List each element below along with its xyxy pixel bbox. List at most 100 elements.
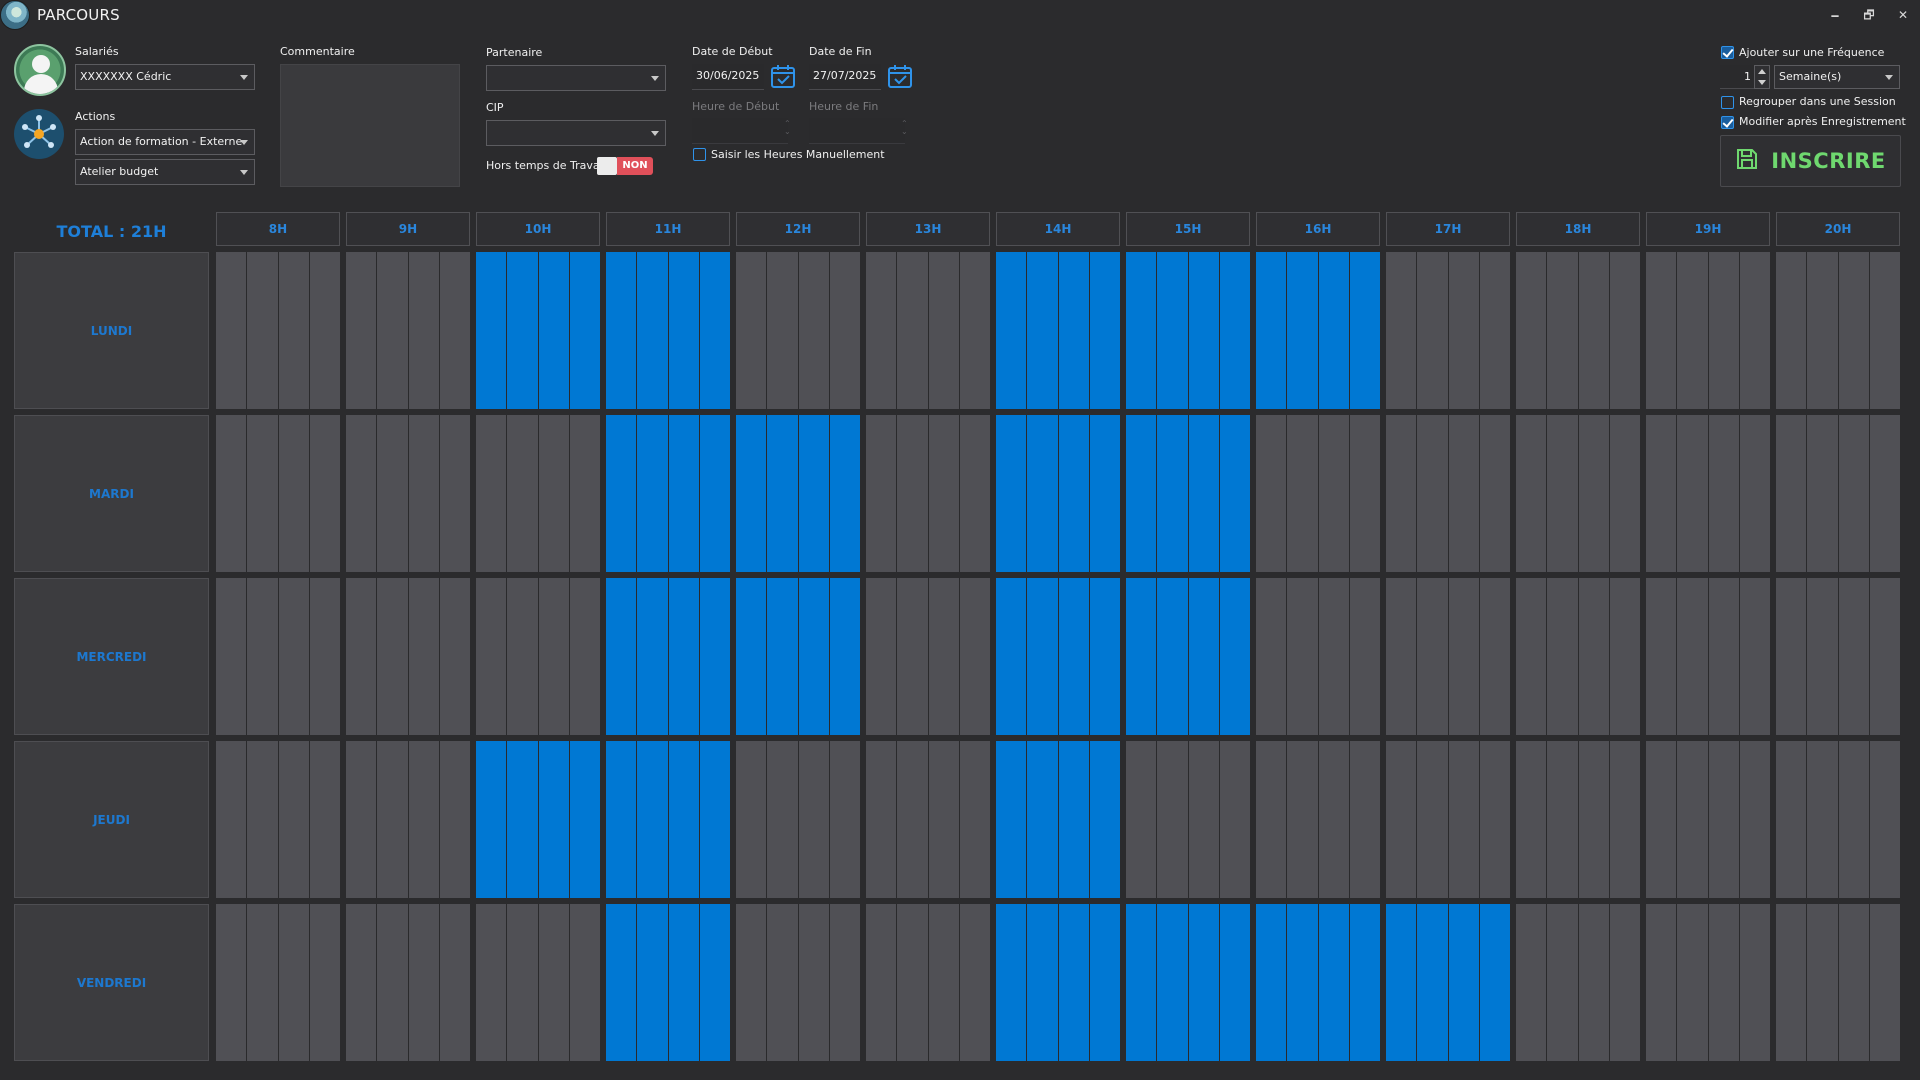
time-slot[interactable] <box>1058 578 1089 735</box>
restore-button[interactable]: 🗗 <box>1863 8 1875 22</box>
time-slot[interactable] <box>1256 578 1287 735</box>
time-slot[interactable] <box>1287 252 1318 409</box>
time-slot[interactable] <box>1869 904 1900 1061</box>
time-slot[interactable] <box>1058 904 1089 1061</box>
time-slot[interactable] <box>476 741 507 898</box>
time-slot[interactable] <box>1089 415 1120 572</box>
commentaire-textarea[interactable] <box>280 64 460 187</box>
time-slot[interactable] <box>1417 904 1448 1061</box>
time-slot[interactable] <box>247 904 278 1061</box>
time-slot[interactable] <box>1776 741 1807 898</box>
time-slot[interactable] <box>1219 415 1250 572</box>
time-slot[interactable] <box>1708 741 1739 898</box>
time-slot[interactable] <box>959 741 990 898</box>
time-slot[interactable] <box>408 252 439 409</box>
time-slot[interactable] <box>767 252 798 409</box>
time-slot[interactable] <box>1739 415 1770 572</box>
time-slot[interactable] <box>408 415 439 572</box>
time-slot[interactable] <box>767 578 798 735</box>
time-slot[interactable] <box>1126 415 1157 572</box>
time-slot[interactable] <box>829 252 860 409</box>
time-slot[interactable] <box>1349 741 1380 898</box>
time-slot[interactable] <box>1058 252 1089 409</box>
time-slot[interactable] <box>1869 252 1900 409</box>
time-slot[interactable] <box>216 415 247 572</box>
frequence-unit-select[interactable]: Semaine(s) <box>1774 65 1900 89</box>
time-slot[interactable] <box>668 252 699 409</box>
time-slot[interactable] <box>928 252 959 409</box>
time-slot[interactable] <box>346 741 377 898</box>
time-slot[interactable] <box>1869 578 1900 735</box>
time-slot[interactable] <box>1776 904 1807 1061</box>
time-slot[interactable] <box>1157 904 1188 1061</box>
time-slot[interactable] <box>1417 578 1448 735</box>
time-slot[interactable] <box>476 904 507 1061</box>
cip-select[interactable] <box>486 120 666 146</box>
time-slot[interactable] <box>1479 415 1510 572</box>
time-slot[interactable] <box>1838 252 1869 409</box>
time-slot[interactable] <box>1516 904 1547 1061</box>
time-slot[interactable] <box>928 578 959 735</box>
time-slot[interactable] <box>476 252 507 409</box>
time-slot[interactable] <box>1219 904 1250 1061</box>
time-slot[interactable] <box>538 252 569 409</box>
time-slot[interactable] <box>1448 252 1479 409</box>
time-slot[interactable] <box>897 578 928 735</box>
time-slot[interactable] <box>1807 741 1838 898</box>
time-slot[interactable] <box>829 904 860 1061</box>
time-slot[interactable] <box>309 578 340 735</box>
time-slot[interactable] <box>1609 578 1640 735</box>
time-slot[interactable] <box>1479 741 1510 898</box>
time-slot[interactable] <box>507 741 538 898</box>
time-slot[interactable] <box>996 578 1027 735</box>
time-slot[interactable] <box>247 252 278 409</box>
inscrire-button[interactable]: INSCRIRE <box>1720 135 1901 187</box>
time-slot[interactable] <box>928 415 959 572</box>
time-slot[interactable] <box>1417 741 1448 898</box>
time-slot[interactable] <box>637 904 668 1061</box>
time-slot[interactable] <box>1739 252 1770 409</box>
time-slot[interactable] <box>699 252 730 409</box>
frequence-count-spinner[interactable] <box>1754 65 1770 89</box>
date-fin-input[interactable]: 27/07/2025 <box>809 64 881 90</box>
time-slot[interactable] <box>216 741 247 898</box>
time-slot[interactable] <box>377 252 408 409</box>
time-slot[interactable] <box>1349 415 1380 572</box>
time-slot[interactable] <box>668 904 699 1061</box>
time-slot[interactable] <box>1807 904 1838 1061</box>
time-slot[interactable] <box>247 415 278 572</box>
time-slot[interactable] <box>377 904 408 1061</box>
frequence-checkbox[interactable] <box>1721 46 1734 59</box>
time-slot[interactable] <box>1349 252 1380 409</box>
time-slot[interactable] <box>606 578 637 735</box>
time-slot[interactable] <box>278 741 309 898</box>
time-slot[interactable] <box>1318 904 1349 1061</box>
partenaire-select[interactable] <box>486 65 666 91</box>
time-slot[interactable] <box>538 578 569 735</box>
time-slot[interactable] <box>1609 904 1640 1061</box>
time-slot[interactable] <box>699 578 730 735</box>
time-slot[interactable] <box>1386 252 1417 409</box>
atelier-select[interactable]: Atelier budget <box>75 159 255 185</box>
date-debut-input[interactable]: 30/06/2025 <box>692 64 764 90</box>
time-slot[interactable] <box>216 252 247 409</box>
time-slot[interactable] <box>1027 904 1058 1061</box>
time-slot[interactable] <box>1838 415 1869 572</box>
hors-temps-toggle[interactable]: NON <box>597 157 653 175</box>
time-slot[interactable] <box>377 415 408 572</box>
time-slot[interactable] <box>278 578 309 735</box>
modifier-checkbox[interactable] <box>1721 116 1734 129</box>
time-slot[interactable] <box>1547 904 1578 1061</box>
time-slot[interactable] <box>476 578 507 735</box>
time-slot[interactable] <box>606 904 637 1061</box>
calendar-check-icon[interactable] <box>887 63 913 89</box>
time-slot[interactable] <box>798 904 829 1061</box>
time-slot[interactable] <box>507 415 538 572</box>
time-slot[interactable] <box>247 741 278 898</box>
time-slot[interactable] <box>1677 252 1708 409</box>
time-slot[interactable] <box>1318 741 1349 898</box>
time-slot[interactable] <box>866 252 897 409</box>
time-slot[interactable] <box>897 415 928 572</box>
close-button[interactable]: ✕ <box>1897 8 1909 22</box>
time-slot[interactable] <box>1578 252 1609 409</box>
